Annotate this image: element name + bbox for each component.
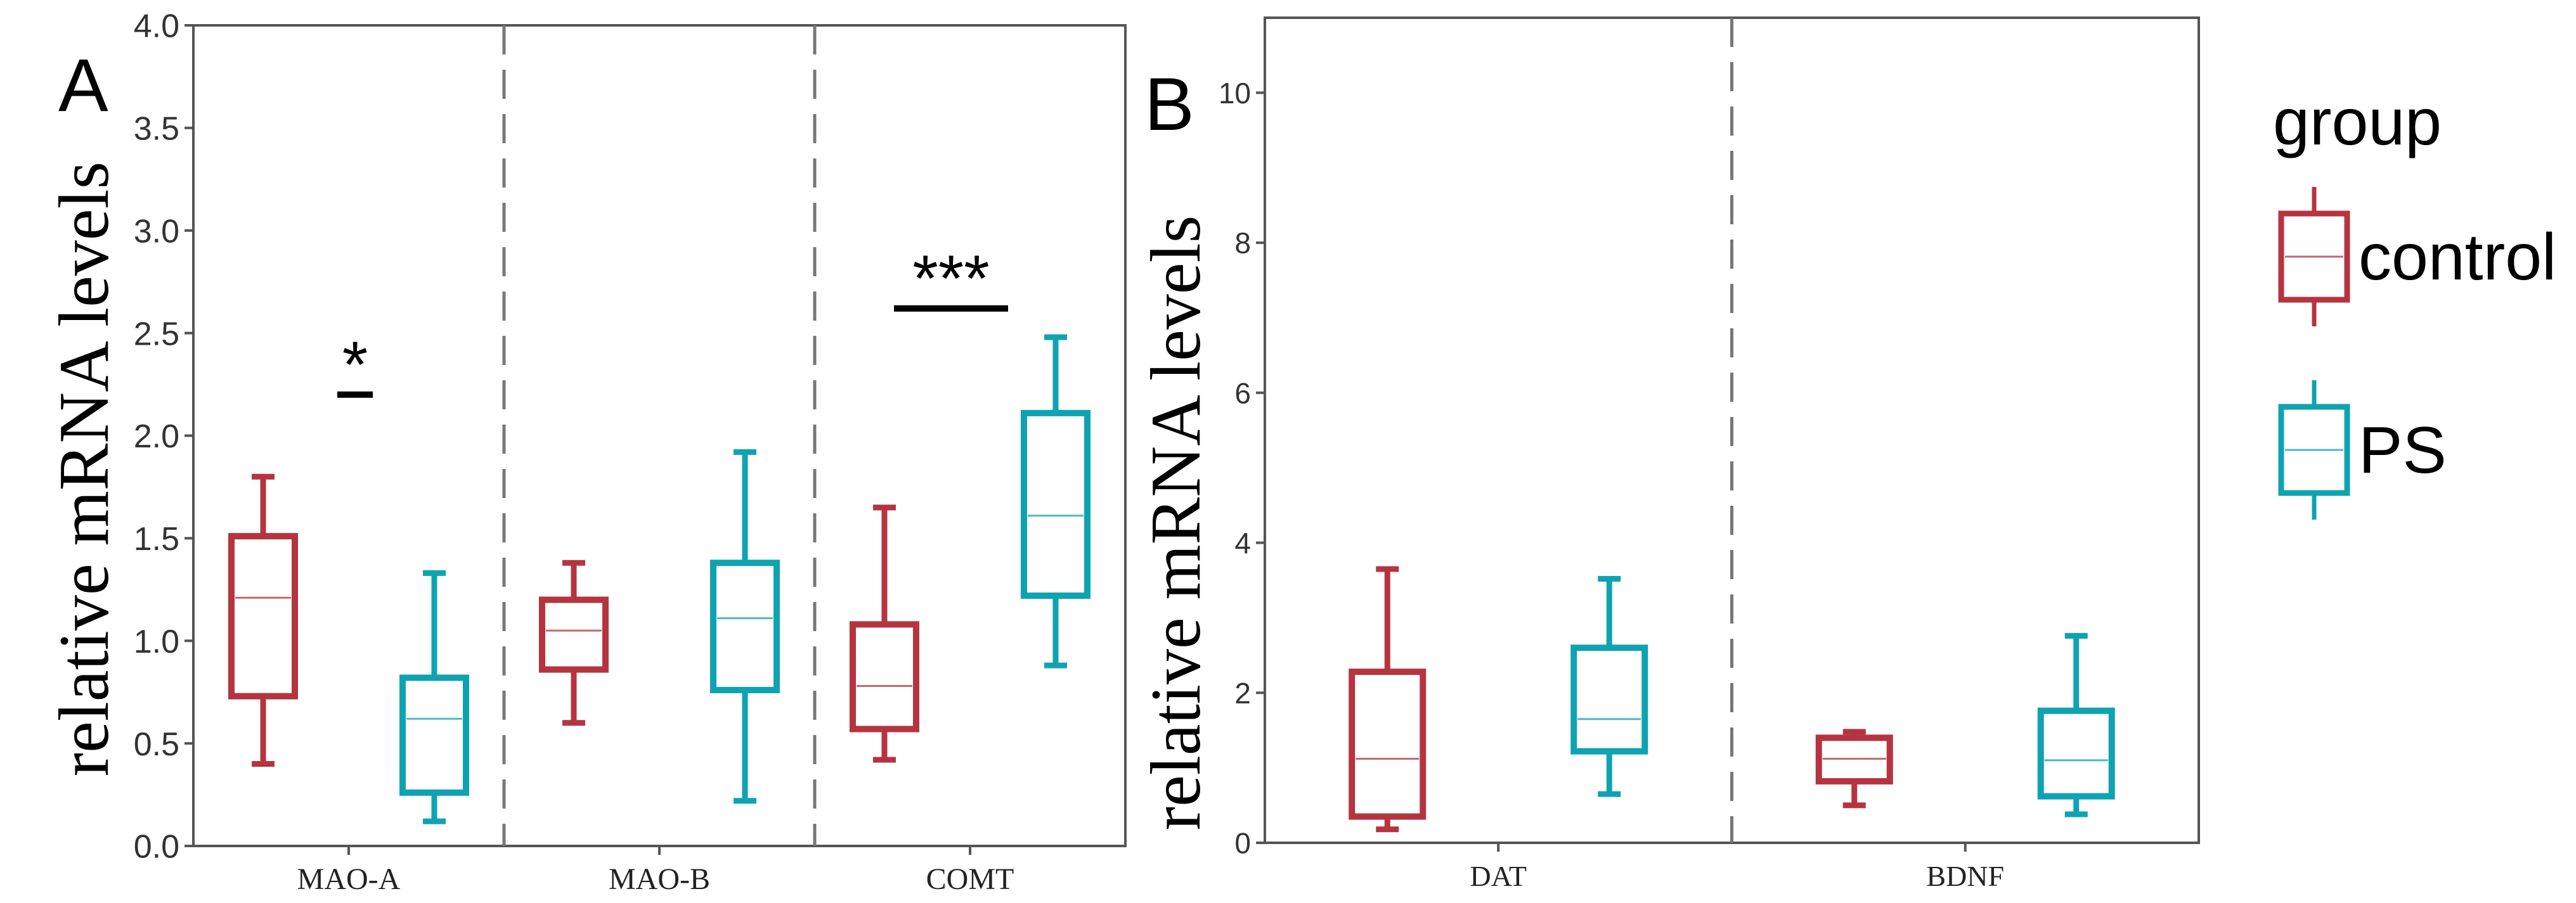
- y-tick-label: 0: [1234, 827, 1251, 860]
- panel-a-frame: [192, 24, 1127, 847]
- panel-a-annotations: ****: [337, 242, 1008, 402]
- panel-a-boxes: [228, 334, 1091, 824]
- x-category-label: MAO-A: [297, 862, 401, 896]
- y-tick-label: 4.0: [134, 8, 179, 45]
- box-PS-bdnf: [2037, 632, 2115, 817]
- box-iqr: [1570, 644, 1648, 755]
- y-tick-label: 2.5: [134, 316, 179, 352]
- y-tick-label: 2.0: [134, 418, 179, 455]
- panel-a: 0.0 0.5 1.0 1.5 2.0 2.5 3.0 3.5 4.0 MAO-A MAO-B CO…: [45, 8, 1127, 896]
- box-PS-dat: [1570, 575, 1648, 797]
- x-category-label: BDNF: [1926, 860, 2004, 892]
- y-tick-label: 2: [1234, 677, 1251, 710]
- y-tick-label: 3.5: [134, 111, 179, 148]
- box-control-dat: [1349, 566, 1427, 833]
- y-tick-label: 10: [1219, 77, 1251, 110]
- panel-a-x-axis: MAO-A MAO-B COMT: [297, 846, 1014, 896]
- y-tick-label: 0.0: [134, 829, 179, 866]
- box-PS-mao-b: [710, 449, 780, 804]
- legend-items: control PS: [2278, 187, 2556, 520]
- box-iqr: [399, 674, 469, 796]
- box-PS-comt: [1021, 334, 1091, 669]
- panel-b: 0 2 4 6 8 10 DAT BDNF B relative mRNA levels: [1137, 16, 2200, 892]
- x-category-label: COMT: [926, 862, 1014, 896]
- panel-a-y-label: relative mRNA levels: [45, 162, 124, 776]
- panel-a-y-axis: 0.0 0.5 1.0 1.5 2.0 2.5 3.0 3.5 4.0: [134, 8, 193, 866]
- significance-marker: *: [342, 328, 368, 402]
- box-iqr: [1021, 409, 1091, 599]
- box-iqr: [850, 621, 919, 733]
- panel-b-boxes: [1349, 566, 2115, 833]
- legend-item-control: control: [2278, 187, 2556, 326]
- box-iqr: [2037, 707, 2115, 800]
- box-iqr: [1349, 669, 1427, 820]
- legend: group control PS: [2273, 86, 2556, 520]
- y-tick-label: 3.0: [134, 213, 179, 250]
- panel-b-y-axis: 0 2 4 6 8 10: [1219, 77, 1265, 860]
- panel-b-label: B: [1144, 63, 1194, 146]
- legend-label: PS: [2359, 414, 2447, 487]
- box-control-comt: [850, 504, 919, 763]
- legend-item-ps: PS: [2278, 380, 2447, 520]
- box-iqr: [228, 533, 298, 700]
- significance-marker: ***: [912, 242, 989, 316]
- box-control-bdnf: [1815, 729, 1893, 809]
- y-tick-label: 1.0: [134, 624, 179, 660]
- panel-a-dividers: [502, 25, 817, 846]
- y-tick-label: 1.5: [134, 521, 179, 558]
- box-iqr: [539, 596, 609, 673]
- box-PS-mao-a: [399, 570, 469, 824]
- y-tick-label: 6: [1234, 376, 1251, 409]
- box-control-mao-a: [228, 473, 298, 767]
- y-tick-label: 0.5: [134, 726, 179, 763]
- box-iqr: [710, 560, 780, 693]
- x-category-label: DAT: [1470, 860, 1527, 892]
- y-tick-label: 4: [1234, 527, 1251, 560]
- panel-b-y-label: relative mRNA levels: [1137, 215, 1215, 830]
- legend-label: control: [2359, 221, 2556, 294]
- y-tick-label: 8: [1234, 227, 1251, 260]
- panel-b-x-axis: DAT BDNF: [1470, 843, 2004, 892]
- legend-title: group: [2273, 86, 2442, 159]
- panel-a-label: A: [58, 44, 108, 127]
- x-category-label: MAO-B: [609, 862, 710, 896]
- box-control-mao-b: [539, 560, 609, 726]
